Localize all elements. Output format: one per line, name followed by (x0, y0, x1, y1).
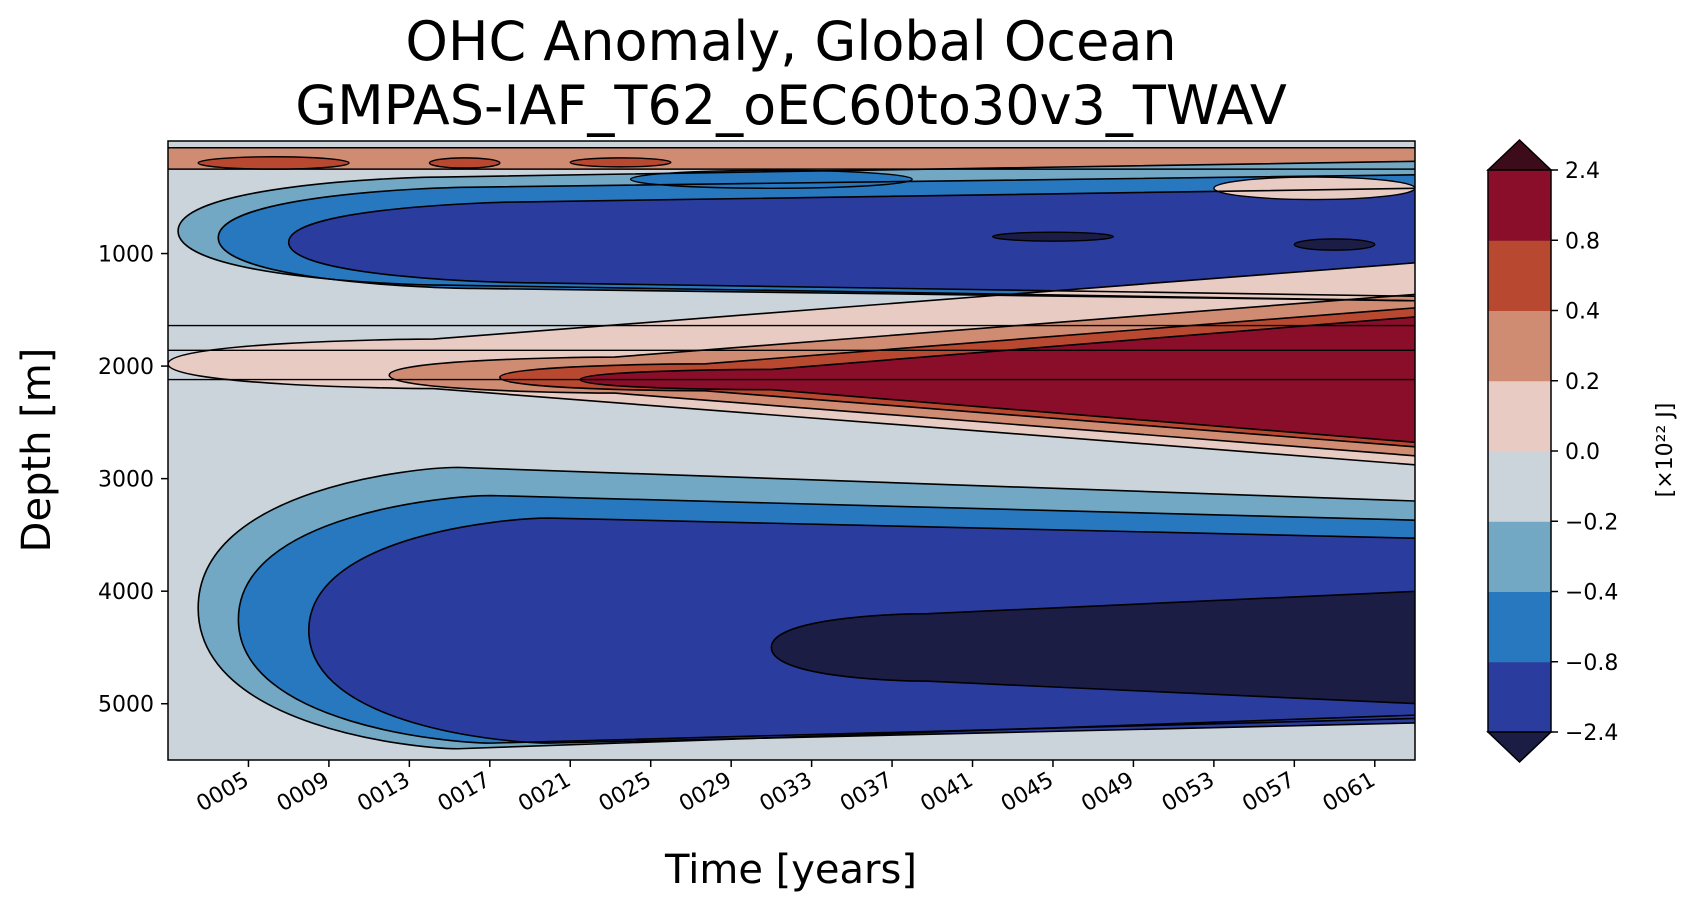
colorbar-segment-6 (1488, 240, 1551, 311)
colorbar-segment-7 (1488, 170, 1551, 241)
surface-feature-0 (197, 156, 350, 170)
contour-line-10 (197, 466, 1415, 750)
contour-blob-line-4 (1293, 238, 1376, 251)
contour-blob-line-5 (991, 231, 1115, 242)
x-tick-label-14: 0061 (1319, 768, 1380, 818)
x-tick-label-8: 0037 (836, 768, 897, 818)
contour-line-3 (287, 187, 1415, 298)
x-axis-label: Time [years] (664, 847, 917, 893)
y-tick-label-3: 4000 (98, 580, 154, 605)
x-tick-label-5: 0025 (595, 768, 656, 818)
colorbar-tick-label-7: 0.8 (1565, 229, 1600, 254)
contour-line-12 (307, 517, 1415, 744)
y-tick-label-1: 2000 (98, 355, 154, 380)
colorbar: −2.4 −0.8 −0.4 −0.2 0.0 0.2 0.4 0.8 2.4 (1486, 138, 1618, 764)
colorbar-segment-2 (1488, 521, 1551, 592)
x-tick-label-13: 0057 (1238, 768, 1299, 818)
x-tick-label-3: 0017 (434, 768, 495, 818)
contour-line-2 (217, 174, 1415, 302)
colorbar-tick-label-4: 0.0 (1565, 440, 1600, 465)
chart-subtitle: GMPAS-IAF_T62_oEC60to30v3_TWAV (295, 74, 1287, 137)
colorbar-segment-4 (1488, 380, 1551, 452)
colorbar-tick-label-2: −0.4 (1565, 581, 1618, 606)
contour-blob-5 (992, 232, 1114, 242)
colorbar-segment-5 (1488, 310, 1551, 382)
x-tick-label-6: 0029 (675, 768, 736, 818)
y-axis-label: Depth [m] (14, 348, 60, 553)
contour-region-13 (771, 591, 1415, 704)
y-tick-label-2: 3000 (98, 468, 154, 493)
colorbar-extend-low (1486, 731, 1553, 764)
contour-region-3 (288, 188, 1415, 297)
x-tick-label-7: 0033 (756, 768, 817, 818)
colorbar-segment-0 (1488, 661, 1551, 733)
colorbar-tick-label-5: 0.2 (1565, 370, 1600, 395)
x-axis-ticks: 0005 0009 0013 0017 0021 0025 0029 0033 0037 0041… (192, 760, 1380, 818)
y-tick-label-4: 5000 (98, 693, 154, 718)
filled-contour-field (168, 141, 1415, 760)
surface-feature-2 (569, 157, 672, 168)
x-tick-label-4: 0021 (514, 768, 575, 818)
colorbar-segment-3 (1488, 451, 1551, 522)
colorbar-tick-label-0: −2.4 (1565, 721, 1618, 746)
x-tick-label-2: 0013 (353, 768, 414, 818)
colorbar-segment-1 (1488, 591, 1551, 663)
y-tick-label-0: 1000 (98, 243, 154, 268)
colorbar-label: [×10²² J] (1653, 403, 1678, 498)
contour-line-13 (770, 590, 1415, 705)
contour-lines (168, 147, 1415, 750)
plot-frame (167, 140, 1416, 761)
colorbar-extend-high (1486, 138, 1553, 171)
contour-line-7 (388, 293, 1415, 457)
colorbar-tick-label-3: −0.2 (1565, 510, 1618, 535)
contour-line-1 (177, 160, 1415, 302)
surface-feature-1 (428, 157, 501, 169)
contour-line-9 (579, 316, 1415, 444)
x-tick-label-11: 0049 (1077, 768, 1138, 818)
chart-title: OHC Anomaly, Global Ocean (405, 10, 1176, 73)
contour-blob-4 (1294, 238, 1375, 251)
colorbar-tick-label-6: 0.4 (1565, 300, 1600, 325)
x-tick-label-10: 0045 (997, 768, 1058, 818)
contour-line-11 (237, 494, 1415, 744)
x-tick-label-0: 0005 (192, 768, 253, 818)
colorbar-tick-label-1: −0.8 (1565, 651, 1618, 676)
x-tick-label-9: 0041 (917, 768, 978, 818)
x-tick-label-1: 0009 (273, 768, 334, 818)
y-axis-ticks: 1000 2000 3000 4000 5000 (98, 243, 168, 718)
contour-line-8 (499, 307, 1415, 448)
x-tick-label-12: 0053 (1158, 768, 1219, 818)
colorbar-tick-label-8: 2.4 (1565, 159, 1600, 184)
